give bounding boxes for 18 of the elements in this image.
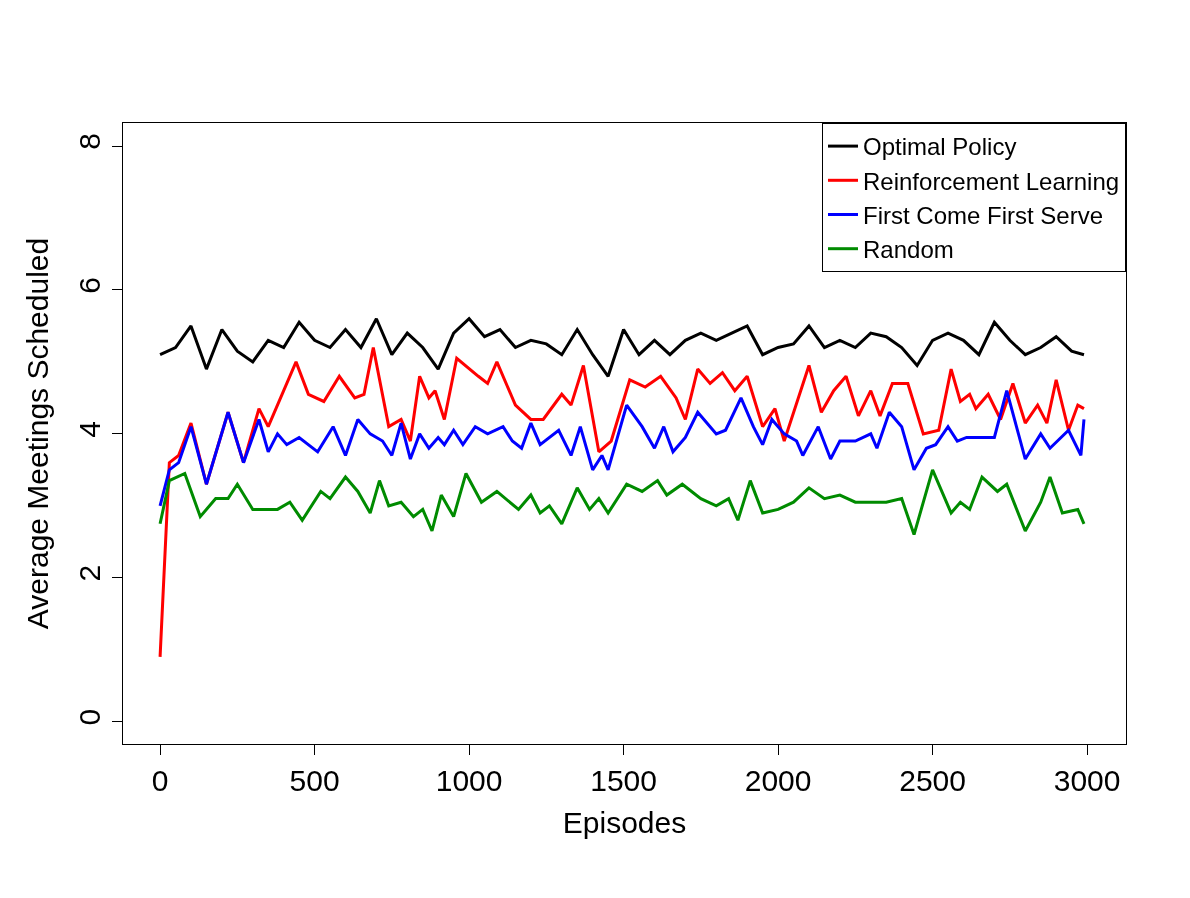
y-tick-label: 2 — [73, 564, 106, 582]
x-tick-label: 1000 — [435, 764, 503, 797]
y-axis-title: Average Meetings Scheduled — [21, 237, 54, 630]
x-tick-label: 3000 — [1053, 764, 1121, 797]
legend-label: Random — [863, 236, 954, 264]
y-tick-label: 0 — [73, 708, 106, 726]
x-tick-label: 500 — [289, 764, 340, 797]
legend-label: First Come First Serve — [863, 201, 1104, 229]
x-tick-label: 2500 — [899, 764, 966, 797]
x-tick-label: 2000 — [744, 764, 812, 797]
legend-label: Reinforcement Learning — [863, 167, 1120, 195]
y-tick-label: 6 — [73, 277, 106, 294]
legend-label: Optimal Policy — [863, 133, 1017, 161]
x-tick-label: 1500 — [590, 764, 657, 797]
x-axis-title: Episodes — [562, 805, 687, 839]
y-tick-label: 4 — [73, 421, 106, 438]
x-tick-label: 0 — [151, 764, 169, 797]
y-tick-label: 8 — [73, 133, 106, 150]
